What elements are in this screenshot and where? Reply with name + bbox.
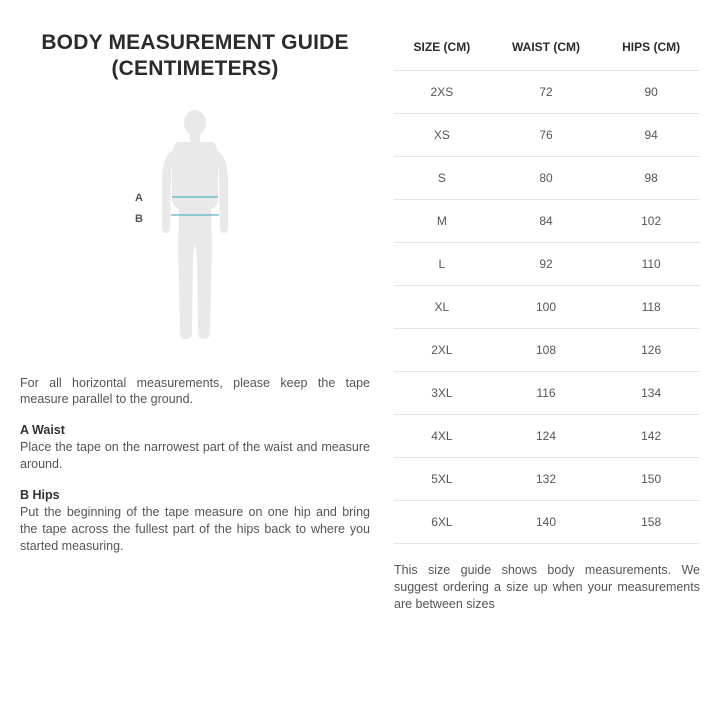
label-a: A: [135, 192, 143, 204]
cell-size: 3XL: [394, 372, 490, 415]
right-column: SIZE (CM) WAIST (CM) HIPS (CM) 2XS7290XS…: [394, 30, 700, 700]
table-row: S8098: [394, 157, 700, 200]
cell-waist: 76: [490, 114, 603, 157]
cell-size: S: [394, 157, 490, 200]
cell-hips: 118: [602, 286, 700, 329]
page-title: BODY MEASUREMENT GUIDE (CENTIMETERS): [20, 30, 370, 83]
cell-size: 2XS: [394, 71, 490, 114]
table-row: 5XL132150: [394, 458, 700, 501]
cell-waist: 140: [490, 501, 603, 544]
cell-hips: 150: [602, 458, 700, 501]
cell-waist: 100: [490, 286, 603, 329]
table-row: M84102: [394, 200, 700, 243]
description: For all horizontal measurements, please …: [20, 375, 370, 569]
table-row: 6XL140158: [394, 501, 700, 544]
cell-size: XL: [394, 286, 490, 329]
cell-hips: 94: [602, 114, 700, 157]
section-b: B Hips Put the beginning of the tape mea…: [20, 487, 370, 555]
cell-waist: 108: [490, 329, 603, 372]
table-row: XS7694: [394, 114, 700, 157]
cell-hips: 142: [602, 415, 700, 458]
cell-hips: 134: [602, 372, 700, 415]
cell-size: M: [394, 200, 490, 243]
table-row: XL100118: [394, 286, 700, 329]
col-waist: WAIST (CM): [490, 30, 603, 71]
title-line-2: (CENTIMETERS): [111, 57, 278, 80]
cell-size: 5XL: [394, 458, 490, 501]
cell-hips: 98: [602, 157, 700, 200]
section-a-head: A Waist: [20, 423, 65, 437]
section-b-head: B Hips: [20, 488, 60, 502]
cell-waist: 80: [490, 157, 603, 200]
size-table: SIZE (CM) WAIST (CM) HIPS (CM) 2XS7290XS…: [394, 30, 700, 544]
footer-note: This size guide shows body measurements.…: [394, 562, 700, 613]
left-column: BODY MEASUREMENT GUIDE (CENTIMETERS) A B: [20, 30, 370, 700]
body-figure: A B: [20, 97, 370, 357]
cell-hips: 90: [602, 71, 700, 114]
cell-waist: 124: [490, 415, 603, 458]
table-row: 2XS7290: [394, 71, 700, 114]
section-a: A Waist Place the tape on the narrowest …: [20, 422, 370, 473]
table-row: L92110: [394, 243, 700, 286]
cell-size: L: [394, 243, 490, 286]
cell-hips: 102: [602, 200, 700, 243]
table-row: 3XL116134: [394, 372, 700, 415]
cell-waist: 72: [490, 71, 603, 114]
table-row: 2XL108126: [394, 329, 700, 372]
cell-waist: 84: [490, 200, 603, 243]
silhouette-icon: [135, 107, 255, 347]
cell-waist: 92: [490, 243, 603, 286]
table-row: 4XL124142: [394, 415, 700, 458]
col-hips: HIPS (CM): [602, 30, 700, 71]
cell-size: 2XL: [394, 329, 490, 372]
cell-waist: 116: [490, 372, 603, 415]
col-size: SIZE (CM): [394, 30, 490, 71]
cell-waist: 132: [490, 458, 603, 501]
cell-size: XS: [394, 114, 490, 157]
section-b-body: Put the beginning of the tape measure on…: [20, 505, 370, 553]
cell-hips: 158: [602, 501, 700, 544]
cell-hips: 110: [602, 243, 700, 286]
title-line-1: BODY MEASUREMENT GUIDE: [41, 31, 348, 54]
label-b: B: [135, 213, 143, 225]
section-a-body: Place the tape on the narrowest part of …: [20, 440, 370, 471]
intro-text: For all horizontal measurements, please …: [20, 375, 370, 409]
cell-size: 4XL: [394, 415, 490, 458]
cell-size: 6XL: [394, 501, 490, 544]
cell-hips: 126: [602, 329, 700, 372]
table-header-row: SIZE (CM) WAIST (CM) HIPS (CM): [394, 30, 700, 71]
